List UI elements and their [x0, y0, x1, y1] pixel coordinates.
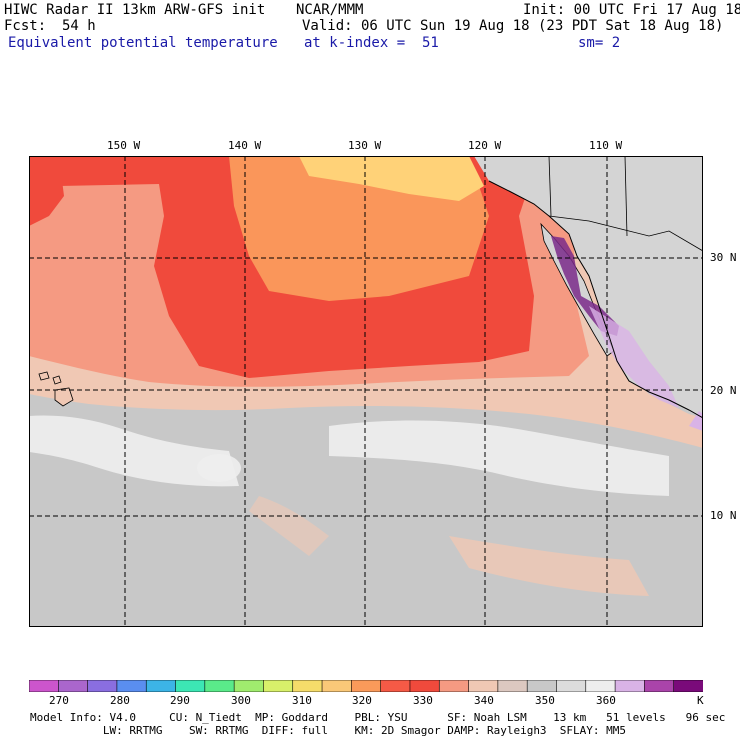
cbar-tick-300: 300 [231, 694, 251, 707]
lavender-mexico [589, 306, 679, 408]
border-lines [548, 215, 703, 252]
model-info-line1: Model Info: V4.0 CU: N_Tiedt MP: Goddard… [30, 711, 726, 724]
cbar-tick-280: 280 [110, 694, 130, 707]
lat-label-10n: 10 N [710, 509, 737, 522]
colorbar-swatch [29, 680, 60, 692]
colorbar [29, 680, 703, 692]
yellow-region [299, 156, 484, 201]
lon-label-150w: 150 W [107, 139, 141, 152]
field-name: Equivalent potential temperature [8, 35, 278, 51]
hawaii-islands [38, 371, 74, 407]
colorbar-swatch [292, 680, 323, 692]
colorbar-swatch [87, 680, 118, 692]
lon-label-110w: 110 W [589, 139, 623, 152]
cbar-tick-350: 350 [535, 694, 555, 707]
lon-label-130w: 130 W [348, 139, 382, 152]
colorbar-swatch [526, 680, 558, 692]
map-frame [29, 156, 703, 627]
colorbar-swatch [409, 680, 441, 692]
peach-band-south [449, 536, 649, 596]
colorbar-swatch [468, 680, 499, 692]
red-west-strip [29, 156, 64, 226]
cbar-tick-360: 360 [596, 694, 616, 707]
forecast-hour: 54 h [62, 18, 96, 34]
colorbar-swatch [204, 680, 235, 692]
graticule [29, 156, 703, 627]
level-label: at k-index = 51 [304, 35, 439, 51]
colorbar-swatch [145, 680, 177, 692]
forecast-label: Fcst: [4, 18, 47, 34]
colorbar-swatch [321, 680, 353, 692]
colorbar-swatch [380, 680, 411, 692]
peach-band-sw [249, 496, 329, 556]
lon-label-140w: 140 W [228, 139, 262, 152]
state-line [624, 156, 628, 237]
colorbar-swatch [351, 680, 382, 692]
cbar-tick-270: 270 [49, 694, 69, 707]
colorbar-swatch [497, 680, 528, 692]
purple-gulf [551, 236, 619, 336]
cbar-tick-290: 290 [170, 694, 190, 707]
colorbar-swatch [585, 680, 616, 692]
smoothing-label: sm= 2 [578, 35, 621, 51]
colorbar-swatch [614, 680, 646, 692]
colorbar-swatch [57, 680, 89, 692]
white-band-west [29, 415, 239, 487]
colorbar-swatch [116, 680, 148, 692]
white-swirl [197, 454, 241, 482]
state-line-2 [548, 156, 552, 217]
cbar-tick-310: 310 [292, 694, 312, 707]
white-band-east [329, 420, 669, 496]
model-info-line2: LW: RRTMG SW: RRTMG DIFF: full KM: 2D Sm… [30, 724, 627, 737]
valid-time: Valid: 06 UTC Sun 19 Aug 18 (23 PDT Sat … [302, 18, 724, 34]
cbar-tick-320: 320 [352, 694, 372, 707]
colorbar-swatch [233, 680, 265, 692]
center-label: NCAR/MMM [296, 2, 364, 18]
cbar-tick-330: 330 [413, 694, 433, 707]
cbar-unit: K [697, 694, 704, 707]
colorbar-swatch [556, 680, 587, 692]
theta-e-map [29, 156, 703, 627]
lat-label-20n: 20 N [710, 384, 737, 397]
land-north-america [474, 156, 703, 418]
lat-label-30n: 30 N [710, 251, 737, 264]
colorbar-swatch [438, 680, 470, 692]
cbar-tick-340: 340 [474, 694, 494, 707]
colorbar-swatch [263, 680, 294, 692]
colorbar-swatch [673, 680, 703, 692]
lon-label-120w: 120 W [468, 139, 502, 152]
colorbar-swatch [175, 680, 206, 692]
plot-title: HIWC Radar II 13km ARW-GFS init [4, 2, 266, 18]
colorbar-swatch [644, 680, 675, 692]
init-time: Init: 00 UTC Fri 17 Aug 18 [523, 2, 740, 18]
coastline [488, 180, 703, 419]
